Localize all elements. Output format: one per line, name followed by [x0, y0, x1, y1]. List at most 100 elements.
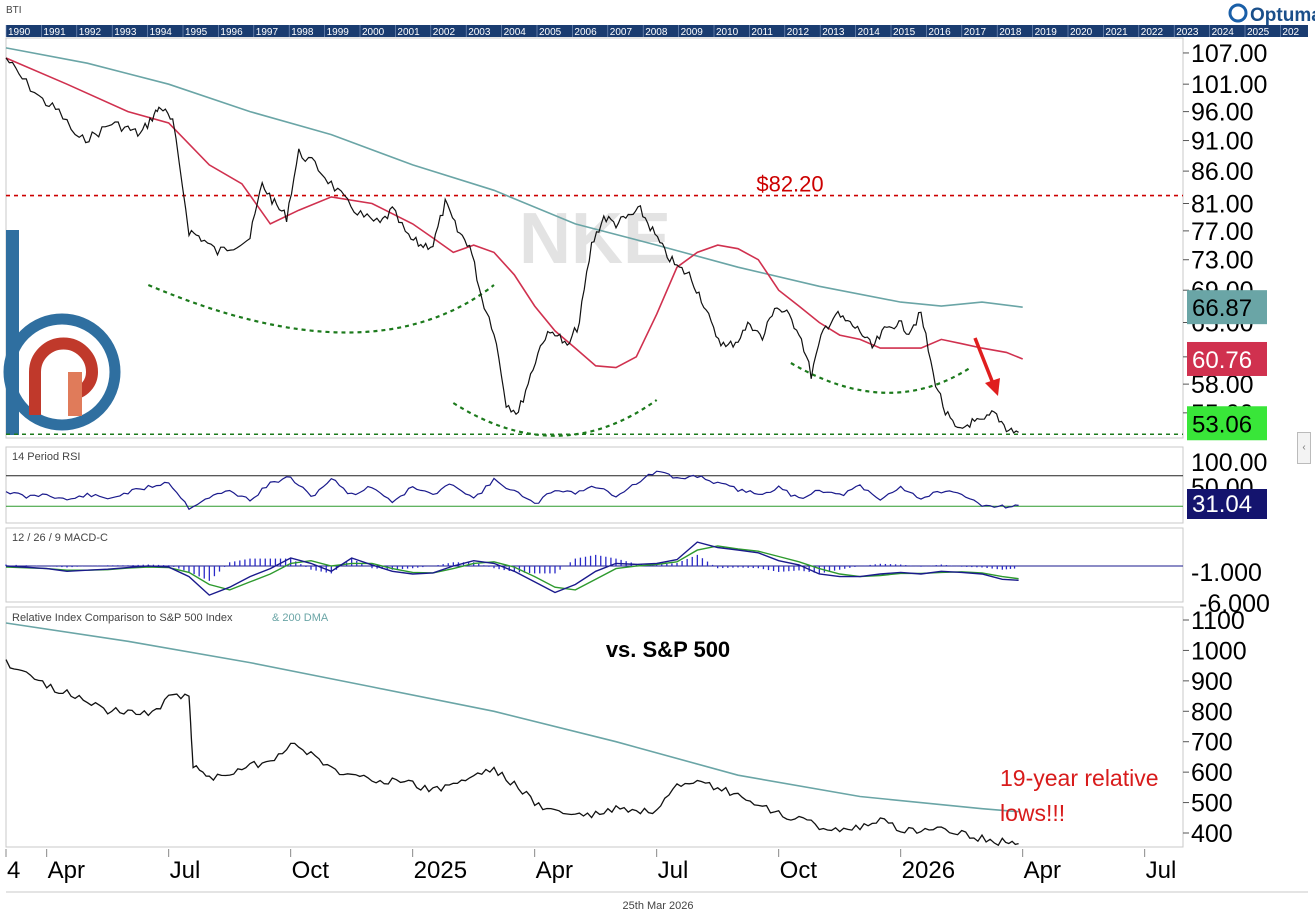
- x-axis: 4 Apr Jul Oct 2025 Apr Jul Oct 2026 Apr Jul: [5, 849, 1308, 893]
- year-label: 2003: [468, 27, 491, 38]
- year-label: 2014: [858, 27, 881, 38]
- macd-ytick-label: -1.000: [1191, 559, 1262, 587]
- relative-ytick-label: 1100: [1191, 607, 1245, 635]
- rsi-ytick-label: 100.00: [1191, 449, 1267, 477]
- year-label: 2009: [681, 27, 704, 38]
- brand-name: Optuma: [1250, 5, 1315, 26]
- year-label: 1996: [220, 27, 243, 38]
- x-tick-label: Jul: [1146, 857, 1177, 884]
- price-ytick-label: 86.00: [1191, 158, 1254, 186]
- year-label: 2024: [1212, 27, 1235, 38]
- relative-title-suffix: & 200 DMA: [272, 612, 329, 624]
- footer-date: 25th Mar 2026: [623, 900, 694, 912]
- rsi-value-badge: 31.04: [1192, 491, 1252, 518]
- year-label: 202: [1282, 27, 1299, 38]
- relative-ytick-label: 400: [1191, 820, 1233, 848]
- macd-ytick-label: -6.000: [1199, 590, 1270, 618]
- year-label: 2012: [787, 27, 810, 38]
- price-line: [5, 57, 1019, 434]
- macd-title: 12 / 26 / 9 MACD-C: [12, 532, 108, 544]
- x-tick-label: 2026: [902, 857, 955, 884]
- relative-ytick-label: 800: [1191, 698, 1233, 726]
- ma50-line: [5, 57, 1024, 369]
- symbol-label: BTI: [6, 5, 22, 16]
- year-label: 1994: [150, 27, 173, 38]
- year-label: 2021: [1105, 27, 1128, 38]
- year-label: 1998: [291, 27, 314, 38]
- year-label: 2010: [716, 27, 739, 38]
- price-ytick-label: 77.00: [1191, 218, 1254, 246]
- year-label: 1990: [8, 27, 31, 38]
- macd-panel-frame: [5, 527, 1184, 603]
- price-ytick-label: 96.00: [1191, 99, 1254, 127]
- year-label: 2001: [397, 27, 420, 38]
- year-label: 2022: [1141, 27, 1164, 38]
- x-tick-label: Apr: [1024, 857, 1061, 884]
- price-ytick-label: 81.00: [1191, 190, 1254, 218]
- relative-ytick-label: 600: [1191, 759, 1233, 787]
- year-strip: [6, 25, 1308, 37]
- rsi-panel-frame: [5, 446, 1184, 524]
- header-layer: BTI 1990 1991 1992 1993 1994 1995 1996 1997 1998 1…: [5, 2, 1315, 38]
- logo-mark: [29, 337, 99, 415]
- year-label: 2007: [610, 27, 633, 38]
- brand-box: [1228, 2, 1312, 24]
- price-ytick-label: 107.00: [1191, 40, 1267, 68]
- x-tick-label: Jul: [170, 857, 201, 884]
- rsi-badge-bg: [1187, 489, 1267, 519]
- optuma-icon: [1228, 3, 1248, 23]
- price-ytick-label: 101.00: [1191, 71, 1267, 99]
- panel-frames: [5, 37, 1184, 848]
- year-label: 1995: [185, 27, 208, 38]
- relative-ytick-label: 900: [1191, 668, 1233, 696]
- x-tick-label: Apr: [48, 857, 85, 884]
- relative-annotation-line1: 19-year relative: [1000, 765, 1159, 791]
- brand-logo: [3, 230, 121, 435]
- relative-ma200-line: [5, 622, 1019, 813]
- relative-ytick-label: 500: [1191, 790, 1233, 818]
- down-arrow-shaft: [973, 337, 996, 387]
- x-tick-label: Oct: [780, 857, 818, 884]
- ma50-value-badge: 60.76: [1192, 347, 1252, 374]
- year-label: 2008: [645, 27, 668, 38]
- year-label: 2004: [504, 27, 527, 38]
- down-arrow-icon: [985, 378, 1000, 396]
- rounded-bottom-arc: [790, 362, 971, 394]
- macd-line: [5, 541, 1019, 596]
- year-label: 2002: [433, 27, 456, 38]
- rounded-bottom-arc: [147, 283, 495, 334]
- relative-ytick-label: 700: [1191, 729, 1233, 757]
- panel-scroll-handle[interactable]: ‹: [1297, 432, 1311, 464]
- price-ytick-label: 91.00: [1191, 128, 1254, 156]
- x-tick-label: Oct: [292, 857, 330, 884]
- year-label: 2011: [751, 27, 773, 38]
- rsi-title: 14 Period RSI: [12, 451, 80, 463]
- year-label: 1997: [256, 27, 279, 38]
- year-label: 2020: [1070, 27, 1093, 38]
- year-label: 1991: [43, 27, 66, 38]
- x-tick-label: 4: [7, 857, 20, 884]
- ma200-value-badge: 66.87: [1192, 295, 1252, 322]
- year-label: 2000: [362, 27, 385, 38]
- relative-panel: Relative Index Comparison to S&P 500 Ind…: [5, 607, 1247, 848]
- relative-ytick-label: 1000: [1191, 637, 1247, 665]
- macd-panel: 12 / 26 / 9 MACD-C -1.000 -6.000: [5, 532, 1270, 618]
- year-label: 1992: [79, 27, 102, 38]
- price-value-badge-bg: [1187, 406, 1267, 441]
- year-label: 2023: [1176, 27, 1199, 38]
- year-label: 2015: [893, 27, 916, 38]
- year-label: 2025: [1247, 27, 1270, 38]
- relative-heading: vs. S&P 500: [606, 637, 730, 662]
- relative-annotation-line2: lows!!!: [1000, 800, 1065, 826]
- price-ytick-label: 73.00: [1191, 247, 1254, 275]
- relative-title: Relative Index Comparison to S&P 500 Ind…: [12, 612, 233, 624]
- relative-ratio-line: [5, 659, 1019, 847]
- relative-panel-frame: [5, 606, 1184, 848]
- logo-ring: [3, 313, 121, 431]
- logo-stem: [68, 372, 82, 416]
- ma50-value-badge-bg: [1187, 341, 1267, 376]
- year-label: 2013: [822, 27, 845, 38]
- ma200-value-badge-bg: [1187, 290, 1267, 325]
